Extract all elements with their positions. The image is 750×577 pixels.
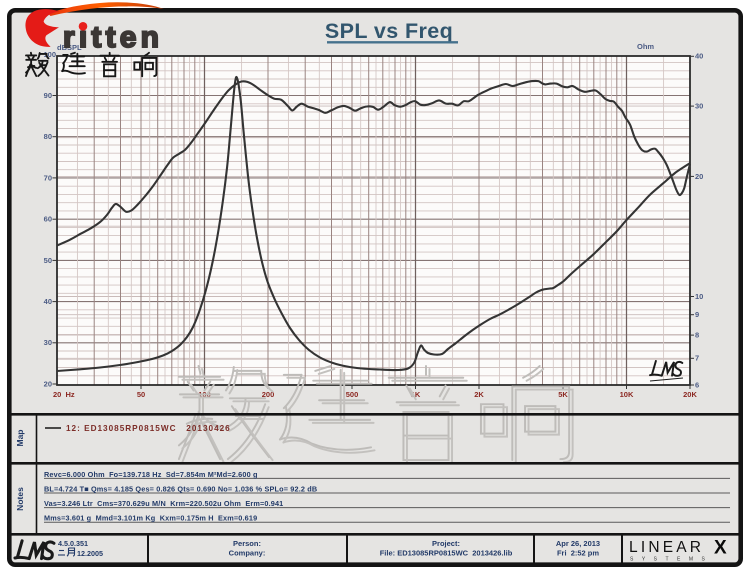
svg-text:Map: Map: [15, 430, 25, 447]
svg-text:7: 7: [695, 354, 699, 363]
svg-text:Fri 2:52 pm: Fri 2:52 pm: [557, 549, 599, 558]
svg-text:1K: 1K: [411, 390, 421, 399]
svg-text:Company:: Company:: [229, 549, 266, 558]
svg-text:70: 70: [44, 173, 52, 182]
svg-text:90: 90: [44, 91, 52, 100]
svg-text:20K: 20K: [683, 390, 697, 399]
svg-text:80: 80: [44, 132, 52, 141]
svg-text:Ohm: Ohm: [637, 42, 654, 51]
svg-text:Project:: Project:: [432, 539, 460, 548]
svg-text:2K: 2K: [474, 390, 484, 399]
svg-text:SYSTEMS: SYSTEMS: [630, 557, 713, 563]
svg-text:10: 10: [695, 292, 703, 301]
svg-text:12.2005: 12.2005: [77, 549, 103, 558]
svg-text:Apr 26, 2013: Apr 26, 2013: [556, 539, 600, 548]
svg-text:dBSPL: dBSPL: [57, 43, 82, 52]
svg-text:30: 30: [695, 102, 703, 111]
svg-text:6: 6: [695, 380, 699, 389]
svg-text:Person:: Person:: [233, 539, 261, 548]
svg-text:Notes: Notes: [15, 487, 25, 511]
svg-text:20: 20: [695, 172, 703, 181]
svg-text:50: 50: [137, 390, 145, 399]
svg-text:5K: 5K: [558, 390, 568, 399]
svg-text:SPL vs Freq: SPL vs Freq: [325, 19, 453, 43]
svg-text:50: 50: [44, 256, 52, 265]
svg-text:40: 40: [44, 297, 52, 306]
svg-text:12: ED13085RP0815WC 20130426: 12: ED13085RP0815WC 20130426: [66, 424, 231, 433]
svg-text:40: 40: [695, 52, 703, 61]
svg-text:Vas=3.246 Ltr Cms=370.629u M/: Vas=3.246 Ltr Cms=370.629u M/N Krm=220.5…: [44, 499, 283, 508]
svg-text:File: ED13085RP0815WC 2013426: File: ED13085RP0815WC 2013426.lib: [380, 549, 513, 558]
svg-text:Revc=6.000 Ohm Fo=139.718 Hz: Revc=6.000 Ohm Fo=139.718 Hz Sd=7.854m M…: [44, 470, 258, 479]
svg-text:20 Hz: 20 Hz: [53, 390, 75, 399]
svg-text:500: 500: [346, 390, 359, 399]
svg-text:20: 20: [44, 379, 52, 388]
svg-text:4.5.0.351: 4.5.0.351: [58, 539, 88, 548]
svg-text:100: 100: [43, 50, 56, 59]
svg-text:Mms=3.601 g Mmd=3.101m Kg Kx: Mms=3.601 g Mmd=3.101m Kg Kxm=0.175m H E…: [44, 514, 257, 523]
svg-text:X: X: [714, 538, 727, 559]
svg-text:rıtten: rıtten: [63, 21, 163, 54]
svg-text:BL=4.724 T■ Qms= 4.185 Qes= 0.: BL=4.724 T■ Qms= 4.185 Qes= 0.826 Qts= 0…: [44, 484, 317, 493]
svg-text:200: 200: [262, 390, 275, 399]
svg-text:30: 30: [44, 338, 52, 347]
svg-text:9: 9: [695, 310, 699, 319]
svg-text:LINEAR: LINEAR: [629, 539, 704, 556]
svg-text:8: 8: [695, 331, 699, 340]
svg-text:60: 60: [44, 215, 52, 224]
svg-text:10K: 10K: [620, 390, 634, 399]
